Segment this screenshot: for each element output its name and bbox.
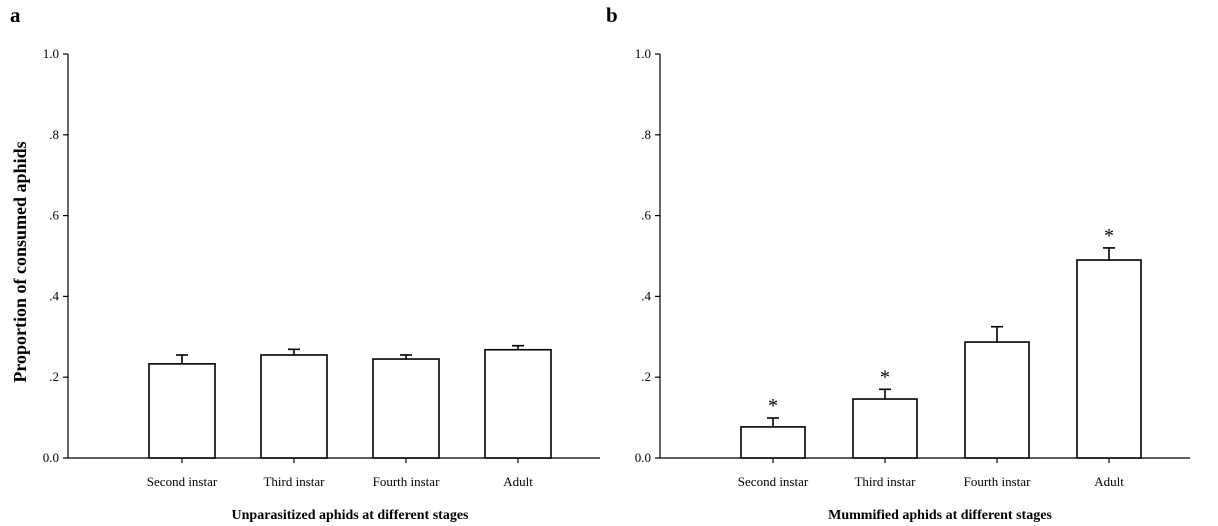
- panel-b-x-tick-label: Second instar: [738, 474, 809, 489]
- panel-b-y-tick-label: .2: [641, 369, 651, 384]
- panel-b-x-tick-label: Adult: [1094, 474, 1124, 489]
- panel-b-bar: [964, 341, 1030, 459]
- panel-b-y-tick-label: .6: [641, 208, 651, 223]
- panel-b-y-tick-label: 0.0: [635, 450, 651, 465]
- panel-b-significance-marker: *: [1104, 225, 1114, 247]
- panel-b-x-tick-label: Fourth instar: [964, 474, 1031, 489]
- panel-b-significance-marker: *: [768, 395, 778, 417]
- panel-a-x-axis-label: Unparasitized aphids at different stages: [232, 508, 470, 523]
- panel-a-bar: [372, 358, 440, 459]
- panel-a-bar: [484, 348, 552, 459]
- panel-a: a Proportion of consumed aphids Unparasi…: [10, 3, 600, 523]
- panel-a-y-tick-label: .2: [49, 369, 59, 384]
- panel-a-letter: a: [10, 3, 21, 27]
- panel-b-bar: [740, 426, 806, 459]
- panel-a-y-tick-label: .8: [49, 127, 59, 142]
- panel-a-x-tick-label: Fourth instar: [373, 474, 440, 489]
- panel-a-x-tick-label: Third instar: [263, 474, 325, 489]
- panel-a-bar: [148, 363, 216, 459]
- panel-a-y-axis-label: Proportion of consumed aphids: [10, 141, 30, 382]
- panel-a-y-tick-label: .6: [49, 208, 59, 223]
- panel-b: b Mummified aphids at different stages 0…: [606, 3, 1190, 523]
- panel-a-x-tick-label: Adult: [503, 474, 533, 489]
- panel-b-y-tick-label: .8: [641, 127, 651, 142]
- panel-b-bar: [1076, 259, 1142, 459]
- panel-b-x-axis-label: Mummified aphids at different stages: [828, 508, 1052, 523]
- panel-b-x-tick-label: Third instar: [854, 474, 916, 489]
- panel-a-x-tick-label: Second instar: [147, 474, 218, 489]
- panel-b-bar: [852, 398, 918, 459]
- panel-b-letter: b: [606, 3, 618, 27]
- panel-a-bar: [260, 354, 328, 459]
- panel-a-y-tick-label: 0.0: [43, 450, 59, 465]
- panel-a-y-tick-label: 1.0: [43, 46, 59, 61]
- panel-b-y-tick-label: 1.0: [635, 46, 651, 61]
- panel-b-significance-marker: *: [880, 366, 890, 388]
- panel-a-y-tick-label: .4: [49, 288, 59, 303]
- panel-b-y-tick-label: .4: [641, 288, 651, 303]
